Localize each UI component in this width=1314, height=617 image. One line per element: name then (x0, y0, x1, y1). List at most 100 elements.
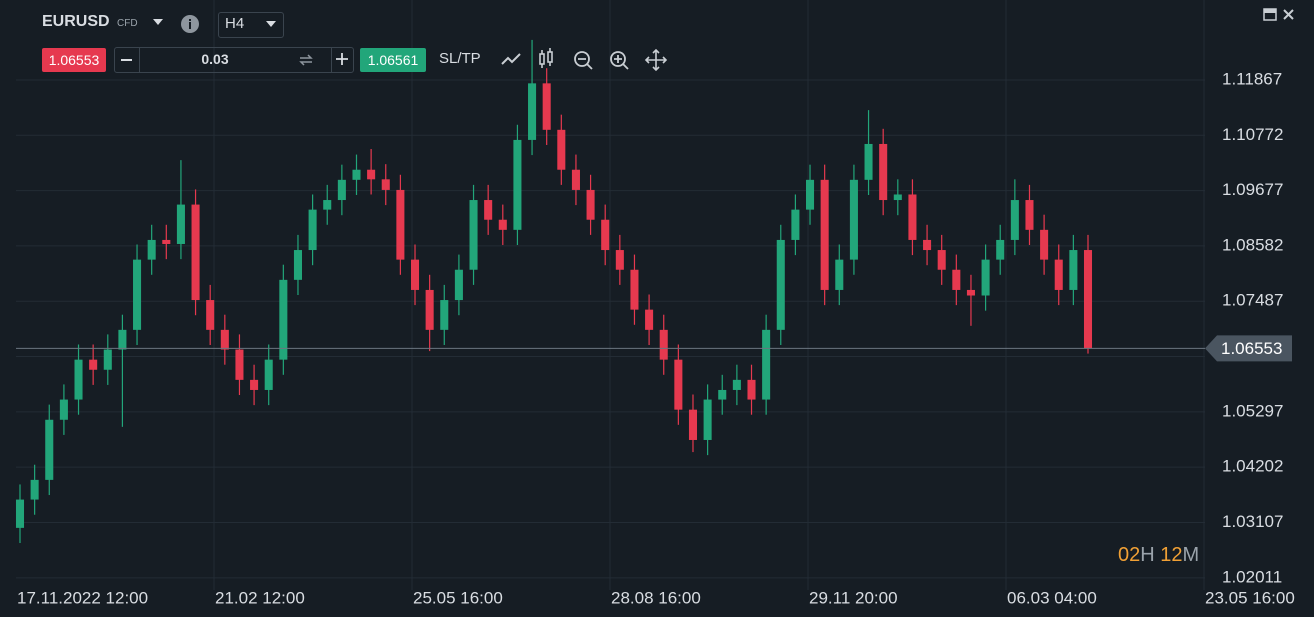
current-price-tag (1205, 335, 1292, 362)
y-tick-label: 1.04202 (1222, 457, 1283, 476)
timeframe-arrow (266, 21, 276, 27)
line-chart-icon[interactable] (501, 53, 521, 65)
chart-tools (501, 48, 668, 72)
candle-body (718, 389, 727, 400)
candle-body (469, 200, 478, 270)
candle-chart-icon[interactable] (539, 48, 553, 68)
candle-body (996, 239, 1005, 260)
symbol[interactable]: EURUSD (42, 13, 110, 30)
candle-body (849, 179, 858, 260)
buy-button[interactable]: 1.06561 (360, 48, 426, 72)
minus-button[interactable] (121, 59, 132, 61)
candle-body (542, 83, 551, 130)
candle-body (908, 194, 917, 240)
candle-body (89, 359, 98, 370)
y-tick-label: 1.07487 (1222, 291, 1283, 310)
candle-body (74, 359, 83, 400)
candle-body (703, 399, 712, 440)
window-controls (1263, 8, 1294, 21)
candle-body (762, 329, 771, 400)
swap-icon[interactable] (298, 52, 314, 68)
candle-body (293, 250, 302, 280)
info-icon[interactable] (180, 14, 200, 34)
x-tick-label: 06.03 04:00 (1007, 588, 1097, 607)
candle-body (206, 300, 215, 330)
candle-body (659, 329, 668, 360)
zoom-in-icon[interactable] (610, 51, 626, 67)
candle-body (220, 329, 229, 350)
close-button[interactable] (1283, 9, 1294, 20)
y-tick-label: 1.02011 (1222, 567, 1282, 586)
candle-body (835, 259, 844, 290)
candle-body (15, 499, 25, 528)
x-tick-label: 23.05 16:00 (1205, 588, 1295, 607)
candle-body (308, 209, 317, 251)
countdown-minutes: 12 (1160, 544, 1183, 566)
countdown-hours: 02 (1118, 544, 1141, 566)
volume: 0.03 (201, 51, 229, 67)
candle-body (820, 179, 829, 290)
volume-input[interactable] (114, 47, 354, 73)
candle-body (250, 379, 259, 390)
candle-body (162, 239, 171, 244)
candle-body (776, 239, 785, 330)
candle-body (176, 204, 185, 244)
candle-body (791, 209, 800, 240)
y-tick-label: 1.10772 (1222, 125, 1283, 144)
symbol-dropdown[interactable] (153, 19, 163, 25)
candle-body (381, 179, 390, 190)
candle-body (367, 169, 376, 180)
candle-body (440, 300, 449, 330)
candle-body (601, 219, 610, 251)
candle-body (1025, 200, 1034, 230)
x-tick-label: 17.11.2022 12:00 (17, 588, 148, 607)
candle-body (630, 269, 639, 310)
candle-body (513, 139, 522, 230)
countdown-minutes-unit: M (1182, 544, 1200, 566)
candle-body (279, 279, 288, 360)
candle-body (484, 200, 493, 220)
y-tick-label: 1.05297 (1222, 401, 1283, 420)
candle-body (557, 129, 566, 170)
candle-body (1010, 200, 1019, 240)
candle-body (966, 289, 975, 296)
candle-body (1083, 250, 1093, 349)
countdown: 02H 12M (1118, 543, 1199, 567)
candle-body (264, 359, 273, 390)
candle-body (337, 179, 346, 201)
timeframe-dropdown[interactable] (218, 12, 284, 38)
sell-button[interactable]: 1.06553 (42, 48, 106, 72)
candle-body (893, 194, 902, 201)
countdown-hours-unit: H (1140, 544, 1155, 566)
pan-icon[interactable] (644, 48, 668, 72)
candle-body (806, 179, 815, 210)
candle-body (498, 219, 507, 230)
candle-body (688, 409, 698, 440)
candle-body (323, 200, 332, 210)
divider (139, 48, 140, 72)
candle-body (528, 83, 537, 140)
candle-body (352, 169, 361, 180)
candle-body (103, 349, 112, 370)
plus-button[interactable] (335, 52, 349, 66)
candle-body (425, 289, 434, 330)
y-tick-label: 1.11867 (1222, 69, 1282, 88)
candle-body (937, 250, 946, 270)
sl-tp-button[interactable]: SL/TP (439, 50, 481, 67)
timeframe: H4 (225, 15, 245, 32)
candle-body (864, 143, 873, 180)
x-tick-label: 29.11 20:00 (809, 588, 898, 607)
candle-body (586, 189, 595, 220)
y-tick-label: 1.09677 (1222, 180, 1283, 199)
candle-body (191, 204, 200, 301)
candle-body (235, 349, 244, 380)
candle-body (396, 189, 405, 260)
candle-body (952, 269, 961, 290)
candle-body (879, 143, 888, 201)
zoom-out-icon[interactable] (574, 51, 590, 67)
x-tick-label: 25.05 16:00 (413, 588, 503, 607)
y-tick-label: 1.03107 (1222, 512, 1283, 531)
